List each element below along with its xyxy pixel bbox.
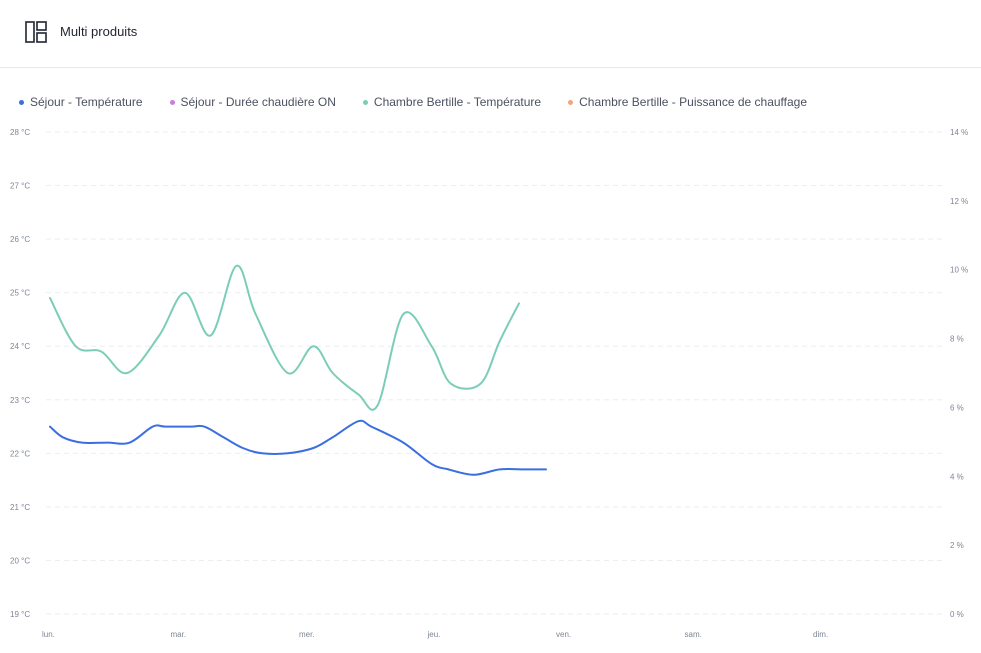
x-tick-label: sam. (685, 630, 702, 639)
y-right-tick-label: 2 % (950, 541, 964, 550)
x-tick-label: dim. (813, 630, 828, 639)
x-tick-label: mer. (299, 630, 315, 639)
y-left-tick-label: 21 °C (10, 503, 30, 512)
series-line-1 (49, 264, 520, 411)
legend-label: Séjour - Durée chaudière ON (180, 95, 336, 109)
chart-legend: Séjour - Température Séjour - Durée chaud… (14, 92, 829, 112)
legend-dot-icon (169, 99, 175, 105)
y-right-tick-label: 12 % (950, 197, 968, 206)
y-left-tick-label: 22 °C (10, 449, 30, 458)
legend-label: Chambre Bertille - Température (373, 95, 542, 109)
legend-item-3[interactable]: Chambre Bertille - Puissance de chauffag… (563, 95, 807, 109)
legend-label: Chambre Bertille - Puissance de chauffag… (579, 95, 808, 109)
legend-label: Séjour - Température (30, 95, 143, 109)
y-left-tick-label: 25 °C (10, 289, 30, 298)
y-left-tick-label: 26 °C (10, 235, 30, 244)
legend-dot-icon (568, 99, 574, 105)
y-left-tick-label: 27 °C (10, 182, 30, 191)
y-right-tick-label: 0 % (950, 610, 964, 619)
y-right-tick-label: 4 % (950, 472, 964, 481)
multi-product-line-chart: 28 °C 27 °C 26 °C 25 °C 24 °C 23 °C 22 °C 21 °C… (10, 128, 968, 639)
legend-dot-icon (362, 99, 368, 105)
legend-item-2[interactable]: Chambre Bertille - Température (358, 95, 541, 109)
legend-item-1[interactable]: Séjour - Durée chaudière ON (165, 95, 336, 109)
dashboard-layout-icon (25, 21, 47, 43)
x-tick-label: mar. (171, 630, 187, 639)
y-left-tick-label: 24 °C (10, 342, 30, 351)
x-tick-label: lun. (42, 630, 55, 639)
y-left-tick-label: 23 °C (10, 396, 30, 405)
series-line-0 (49, 419, 547, 476)
legend-dot-icon (19, 99, 24, 105)
y-left-tick-label: 20 °C (10, 556, 30, 565)
y-left-tick-label: 19 °C (10, 610, 30, 619)
y-left-tick-label: 28 °C (10, 128, 30, 137)
y-right-tick-label: 10 % (950, 266, 968, 275)
widget-title: Multi produits (60, 24, 138, 39)
x-tick-label: ven. (556, 630, 571, 639)
y-right-tick-label: 14 % (950, 128, 968, 137)
x-tick-label: jeu. (427, 630, 441, 639)
y-right-tick-label: 8 % (950, 335, 964, 344)
widget-header: Multi produits (0, 0, 981, 68)
y-right-tick-label: 6 % (950, 403, 964, 412)
legend-item-0[interactable]: Séjour - Température (14, 95, 143, 109)
